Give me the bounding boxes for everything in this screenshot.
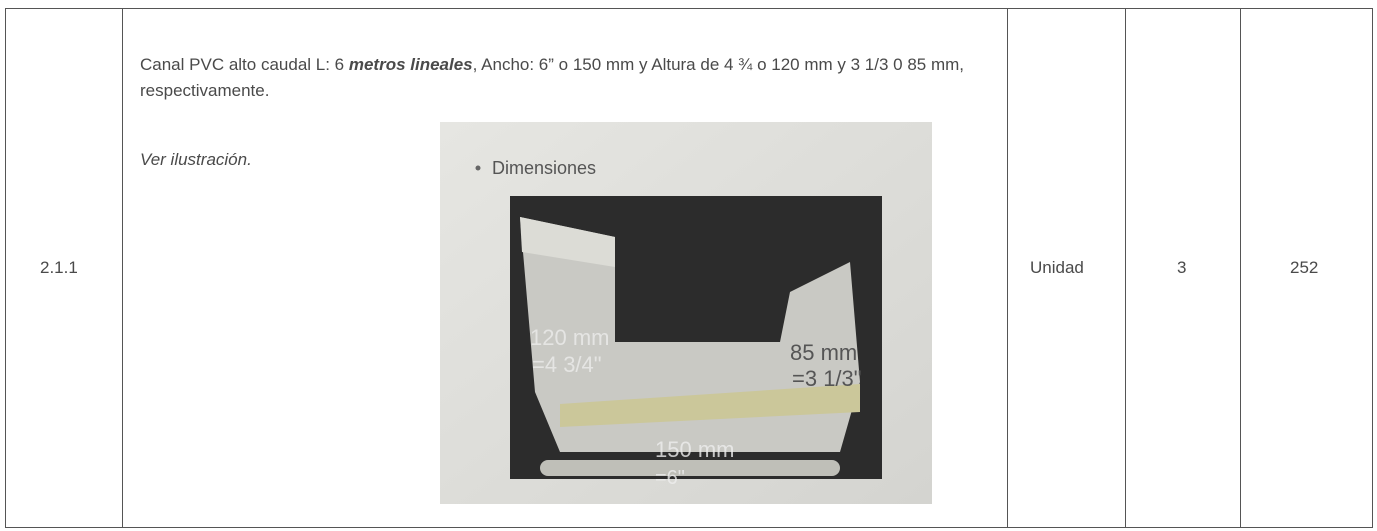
table-border (1372, 8, 1373, 528)
description-text: Canal PVC alto caudal L: 6 (140, 55, 349, 74)
dimension-label: =3 1/3" (792, 366, 862, 391)
note: Ver ilustración. (140, 150, 252, 169)
channel-edge (520, 217, 615, 267)
item-number: 2.1.1 (40, 258, 78, 277)
description: Canal PVC alto caudal L: 6 metros lineal… (140, 52, 1000, 104)
bullet (475, 165, 481, 171)
dimension-label: 120 mm (530, 325, 609, 350)
table-border (5, 8, 6, 528)
illustration: Dimensiones 120 mm =4 3/4" 85 mm =3 1/3"… (440, 122, 932, 504)
quantity: 3 (1177, 258, 1187, 277)
dimension-label: 85 mm (790, 340, 857, 365)
dimension-label: =4 3/4" (532, 352, 602, 377)
table-border (1240, 8, 1241, 528)
dimension-label: 150 mm (655, 437, 734, 462)
unit: Unidad (1030, 258, 1084, 277)
dimension-label: =6" (655, 467, 685, 489)
table-border (1125, 8, 1126, 528)
caption: Dimensiones (492, 158, 596, 178)
table-border (5, 8, 1372, 9)
table-border (122, 8, 123, 528)
table-border (1007, 8, 1008, 528)
table-border (5, 527, 1372, 528)
total: 252 (1290, 258, 1319, 277)
tape-measure (560, 384, 860, 427)
description-text: , Ancho: 6” o 150 mm y Altura de 4 ¾ o 1… (140, 55, 964, 100)
channel-base (540, 460, 840, 476)
description-emphasis: metros lineales (348, 55, 473, 74)
